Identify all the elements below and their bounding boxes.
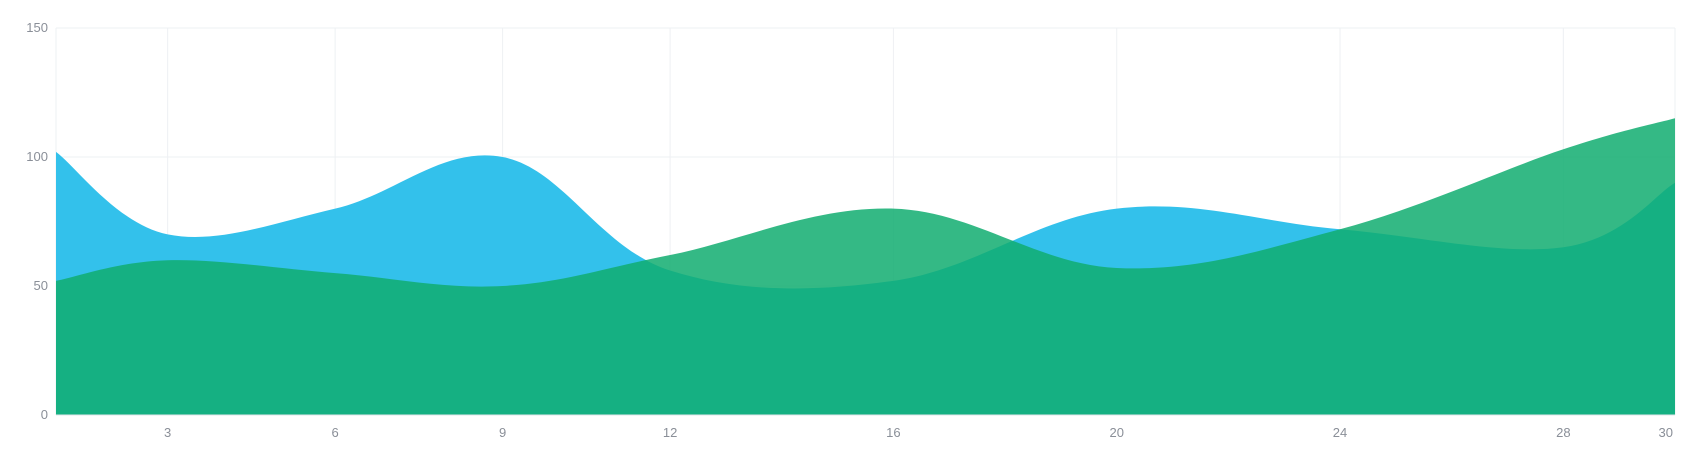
x-tick-label: 24 xyxy=(1333,425,1347,440)
x-tick-label: 28 xyxy=(1556,425,1570,440)
x-tick-label: 3 xyxy=(164,425,171,440)
x-tick-label: 9 xyxy=(499,425,506,440)
y-tick-label: 150 xyxy=(26,20,48,35)
axis-layer: 0 50 100 150 3 6 9 12 16 20 24 28 30 xyxy=(26,20,1675,440)
y-tick-label: 50 xyxy=(34,278,48,293)
x-tick-label: 30 xyxy=(1659,425,1673,440)
x-tick-label: 6 xyxy=(332,425,339,440)
series-layer xyxy=(56,118,1675,416)
y-tick-label: 0 xyxy=(41,407,48,422)
x-tick-label: 16 xyxy=(886,425,900,440)
x-tick-label: 20 xyxy=(1109,425,1123,440)
series-area-2 xyxy=(56,118,1675,416)
x-tick-label: 12 xyxy=(663,425,677,440)
y-tick-label: 100 xyxy=(26,149,48,164)
